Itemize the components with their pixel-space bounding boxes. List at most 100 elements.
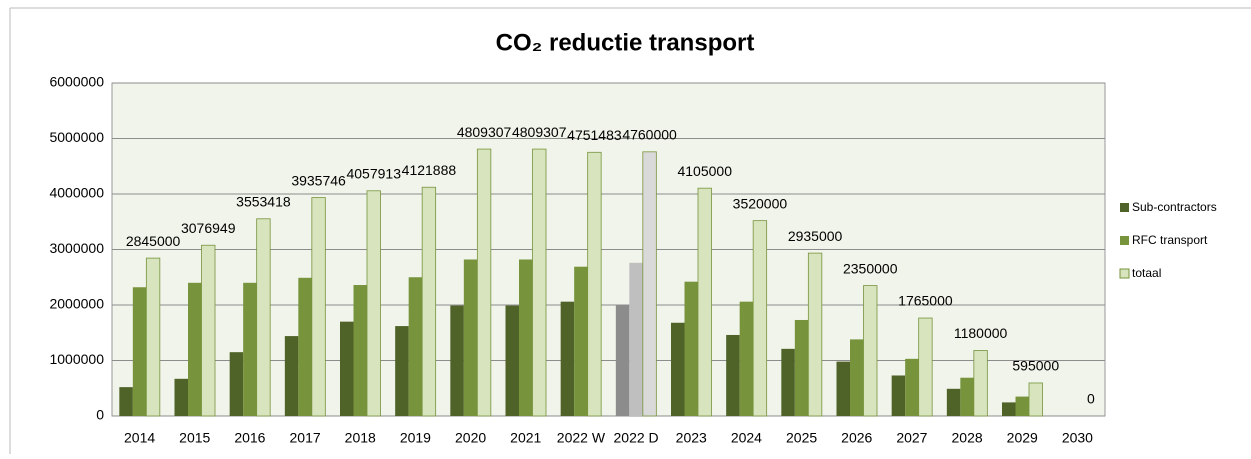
x-tick-label: 2024 <box>731 430 762 446</box>
legend-label: Sub-contractors <box>1132 200 1217 214</box>
x-tick-label: 2022 W <box>557 430 606 446</box>
bar <box>256 218 271 417</box>
y-tick-label: 3000000 <box>49 240 104 256</box>
bar <box>201 244 216 417</box>
bar <box>684 281 698 416</box>
x-tick-label: 2022 D <box>614 430 659 446</box>
data-label: 2350000 <box>843 260 898 276</box>
bar <box>1015 396 1029 416</box>
data-label: 4057913 <box>346 165 401 181</box>
x-tick-label: 2026 <box>841 430 872 446</box>
y-tick-label: 0 <box>96 407 104 423</box>
data-label: 1180000 <box>954 325 1008 341</box>
y-tick-label: 4000000 <box>49 185 104 201</box>
bar <box>587 151 602 417</box>
x-tick-label: 2017 <box>290 430 321 446</box>
x-tick-label: 2027 <box>896 430 927 446</box>
data-label: 3553418 <box>236 193 291 209</box>
data-label: 4121888 <box>402 162 457 178</box>
bar <box>229 352 244 416</box>
y-tick-label: 6000000 <box>49 74 104 90</box>
bar <box>905 358 919 416</box>
data-label: 4760000 <box>622 127 677 143</box>
legend-swatch <box>1120 203 1129 212</box>
bar <box>1002 402 1016 416</box>
data-label: 4751483 <box>567 127 622 143</box>
bar <box>836 361 850 416</box>
bar <box>188 282 202 416</box>
legend-swatch <box>1120 236 1129 245</box>
bar <box>918 317 933 417</box>
bar <box>960 377 974 416</box>
bar <box>340 321 354 416</box>
data-label: 3076949 <box>181 220 236 236</box>
bar <box>395 326 409 416</box>
bar <box>863 285 878 417</box>
x-tick-label: 2023 <box>676 430 707 446</box>
y-tick-label: 1000000 <box>49 351 104 367</box>
data-label: 2845000 <box>126 233 181 249</box>
x-tick-label: 2025 <box>786 430 817 446</box>
bar <box>946 388 961 416</box>
bar <box>476 148 492 417</box>
data-label: 4809307 <box>512 124 567 140</box>
bar <box>560 301 575 416</box>
bar <box>807 252 823 417</box>
x-tick-label: 2021 <box>510 430 541 446</box>
bar <box>298 277 312 416</box>
bar <box>421 186 437 417</box>
legend-swatch <box>1119 268 1130 279</box>
bar <box>629 262 643 416</box>
data-label: 595000 <box>1012 358 1059 374</box>
x-tick-label: 2020 <box>455 430 486 446</box>
bar <box>145 257 161 417</box>
x-tick-label: 2018 <box>345 430 376 446</box>
bar <box>642 151 657 417</box>
x-tick-label: 2029 <box>1007 430 1038 446</box>
legend-label: totaal <box>1132 266 1161 280</box>
chart-title: CO₂ reductie transport <box>496 29 755 56</box>
data-label: 0 <box>1087 391 1095 407</box>
bar <box>781 348 795 416</box>
bar <box>450 305 464 416</box>
bar <box>850 339 864 416</box>
data-label: 3935746 <box>291 172 346 188</box>
bar <box>1028 382 1043 417</box>
data-label: 4809307 <box>457 124 512 140</box>
bar <box>366 190 381 417</box>
bar <box>505 305 519 416</box>
bar <box>891 375 906 416</box>
data-label: 4105000 <box>677 163 732 179</box>
data-label: 3520000 <box>733 195 788 211</box>
bar <box>284 336 299 416</box>
y-tick-label: 5000000 <box>49 129 104 145</box>
bar <box>119 387 133 416</box>
bar <box>726 334 740 416</box>
bar <box>752 220 768 417</box>
x-tick-label: 2019 <box>400 430 431 446</box>
x-tick-label: 2015 <box>179 430 210 446</box>
x-tick-label: 2028 <box>952 430 983 446</box>
bar <box>174 378 188 416</box>
data-label: 1765000 <box>898 293 953 309</box>
legend-label: RFC transport <box>1132 233 1208 247</box>
bar <box>132 287 147 416</box>
bar <box>519 259 533 416</box>
bar <box>697 187 712 417</box>
x-tick-label: 2016 <box>234 430 265 446</box>
bar <box>794 319 809 416</box>
bar <box>532 148 547 417</box>
bar <box>973 350 988 417</box>
bar <box>615 305 630 416</box>
bar <box>574 266 588 416</box>
bar <box>671 322 685 416</box>
y-tick-label: 2000000 <box>49 296 104 312</box>
x-tick-label: 2030 <box>1062 430 1093 446</box>
bar <box>408 277 423 416</box>
bar <box>739 301 754 416</box>
x-tick-label: 2014 <box>124 430 155 446</box>
bar <box>311 197 326 417</box>
bar <box>353 285 367 416</box>
bar <box>243 282 257 416</box>
